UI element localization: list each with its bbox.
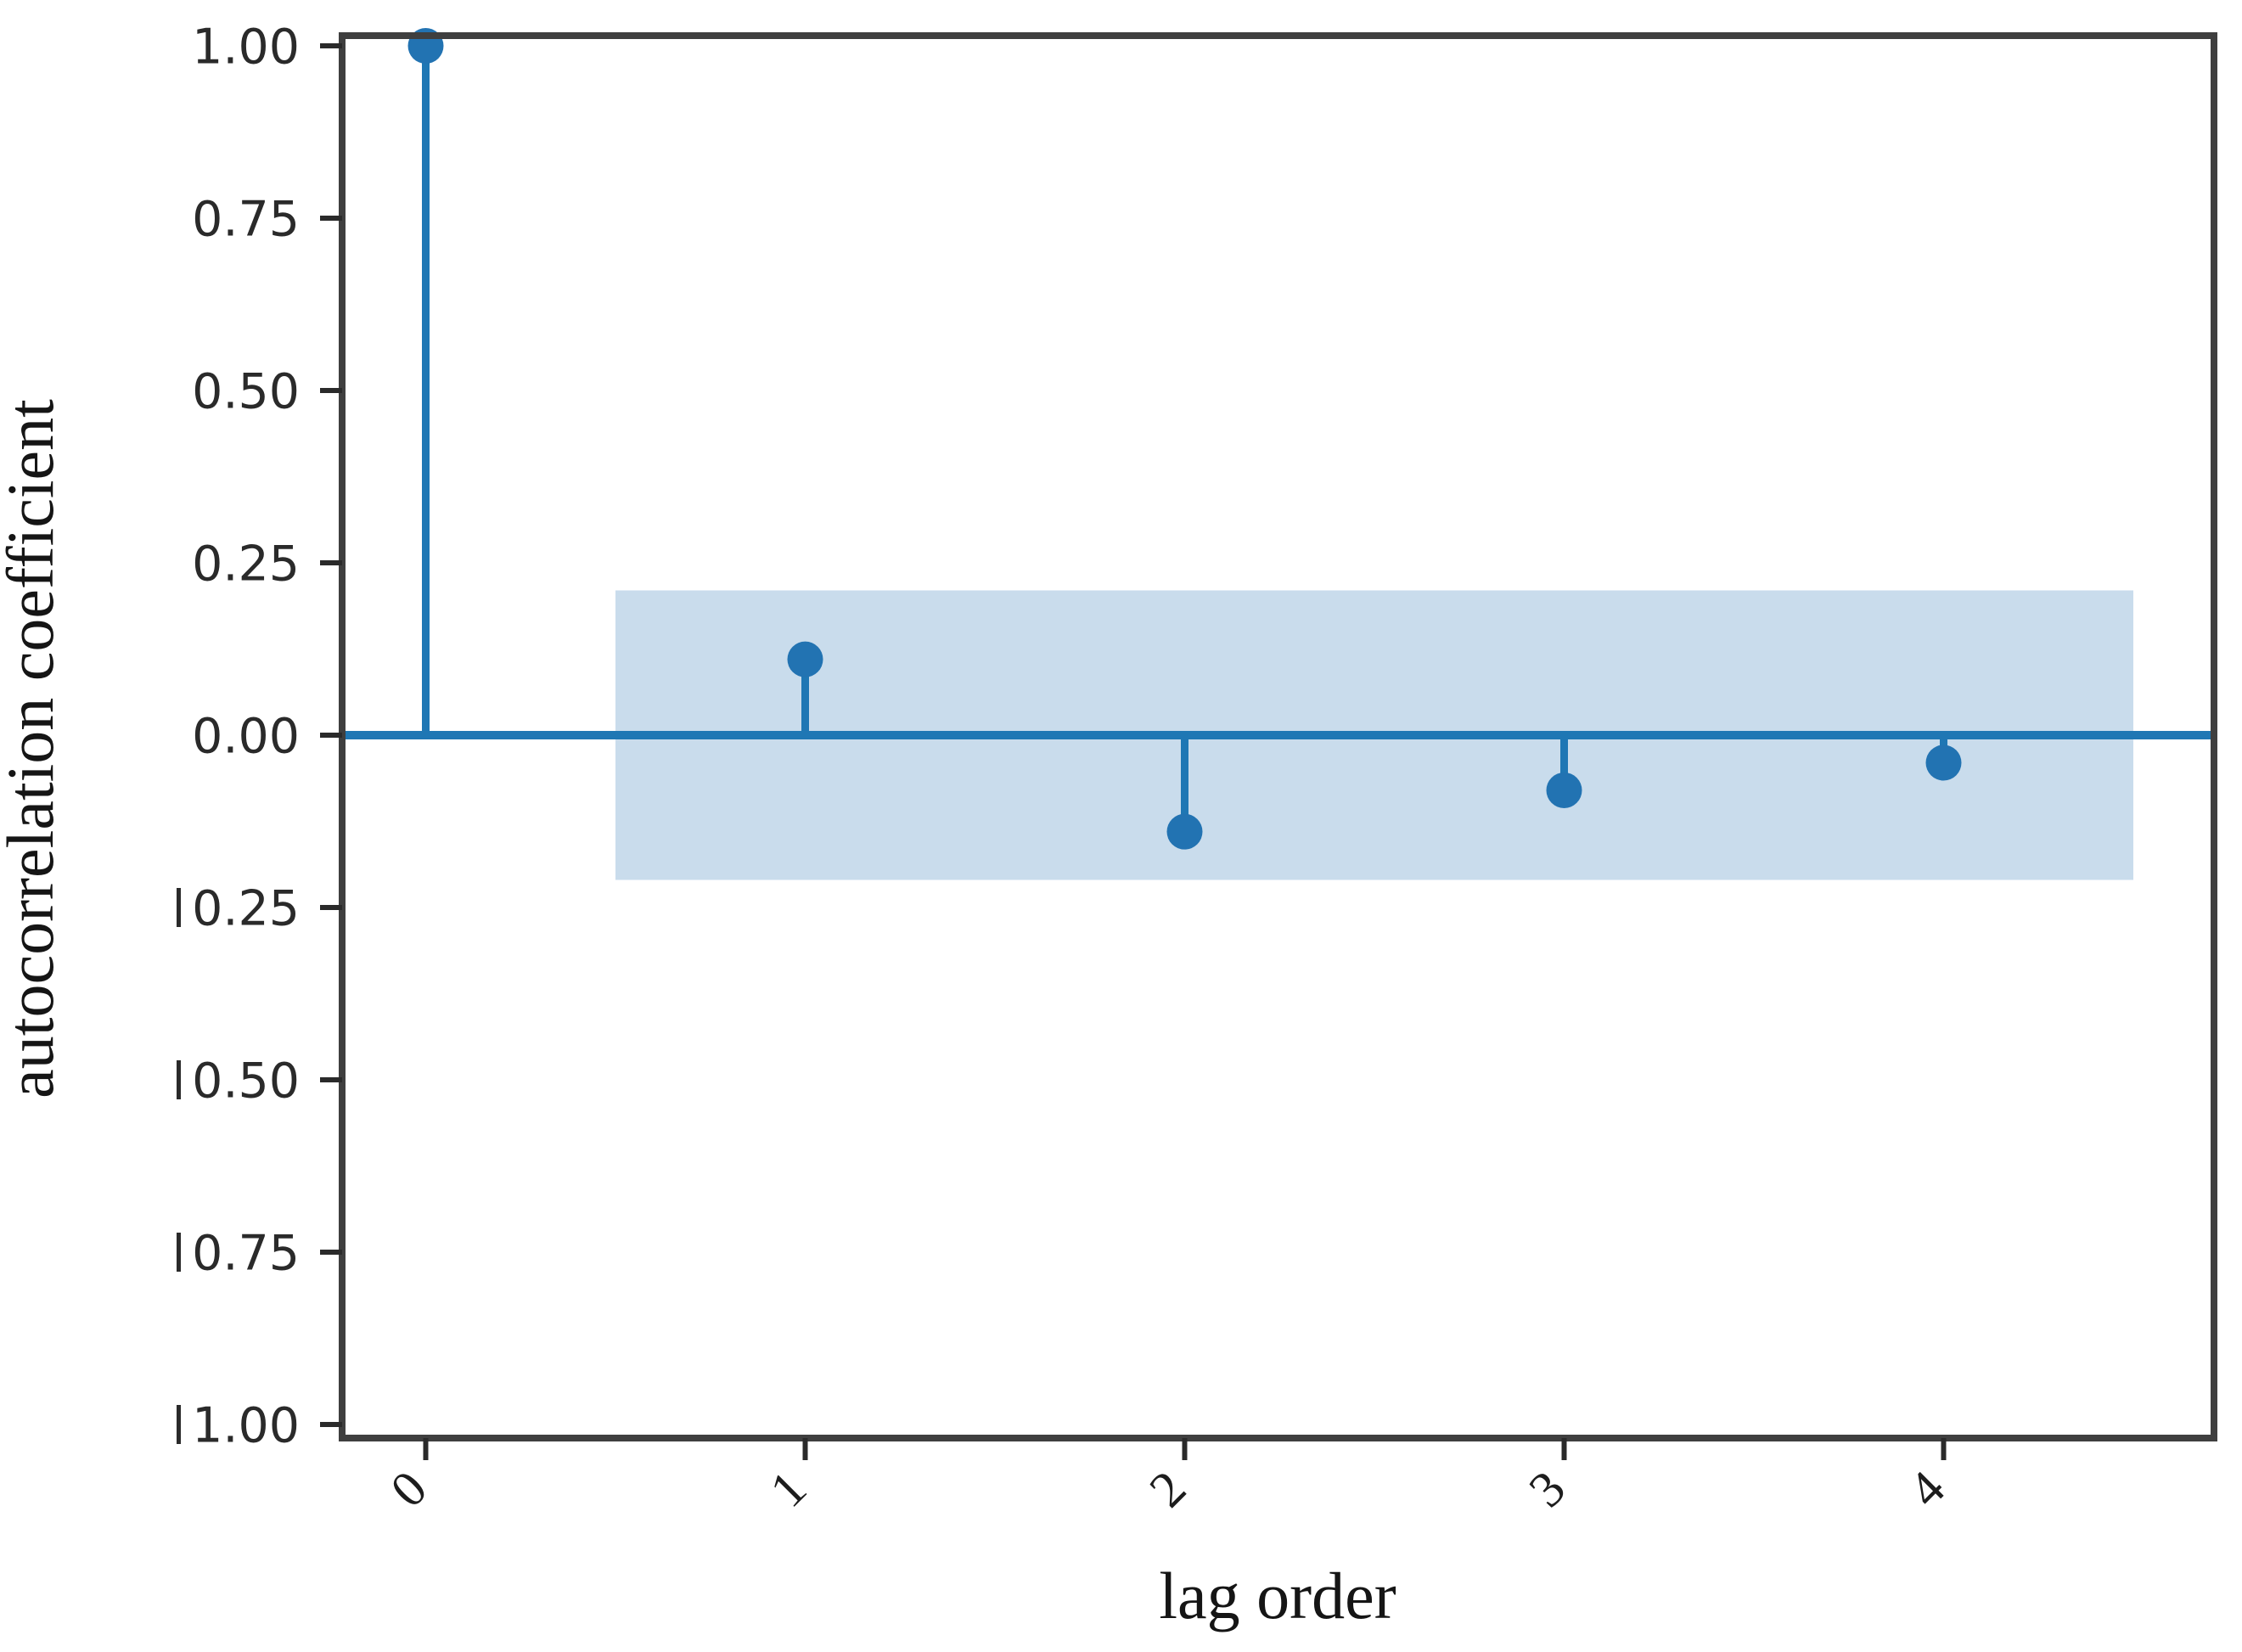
stem-layer [342, 28, 2214, 850]
y-tick-label: 0.25 [192, 881, 300, 937]
tick-layer: 1.00 0.75 0.50 0.25 0.00 0.25 0.50 0.75 1.00 0 1 2 3… [177, 20, 1955, 1518]
x-tick-label: 4 [1897, 1460, 1955, 1518]
y-tick-label: 0.25 [192, 537, 300, 593]
x-tick-label: 3 [1518, 1460, 1576, 1518]
y-tick-label: 0.00 [192, 709, 300, 765]
x-tick-label: 2 [1138, 1460, 1196, 1518]
y-axis-label: autocorrelation coefficient [0, 399, 67, 1099]
data-point-lag-4 [1925, 745, 1962, 781]
x-tick-label: 1 [759, 1460, 817, 1518]
clipped-minus-artifact [177, 1233, 181, 1272]
y-tick-label: 1.00 [192, 1398, 300, 1454]
clipped-minus-artifact [177, 888, 181, 927]
y-tick-label: 0.50 [192, 1054, 300, 1110]
y-tick-label: 0.50 [192, 364, 300, 420]
x-axis-label: lag order [1159, 1559, 1396, 1632]
y-tick-label: 0.75 [192, 1226, 300, 1282]
data-point-lag-3 [1546, 772, 1582, 808]
x-tick-label: 0 [379, 1460, 437, 1518]
y-tick-label: 0.75 [192, 192, 300, 248]
data-point-lag-2 [1166, 813, 1203, 850]
clipped-minus-artifact [177, 1405, 181, 1444]
clipped-minus-artifact [177, 1060, 181, 1099]
data-point-lag-1 [787, 641, 823, 677]
y-tick-label: 1.00 [192, 20, 300, 76]
